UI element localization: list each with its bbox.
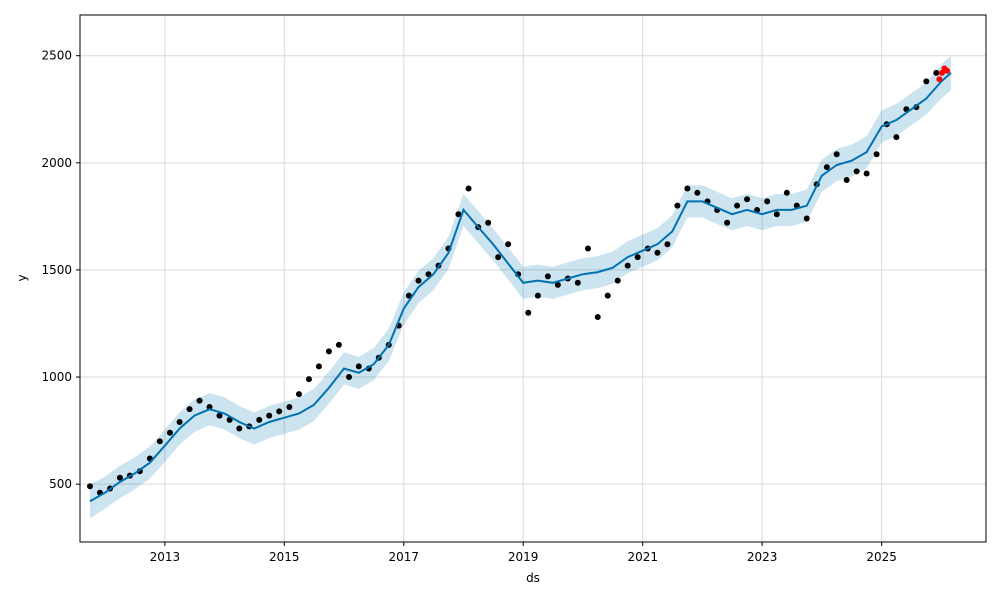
observation-point (355, 363, 362, 370)
observation-point (584, 245, 591, 252)
observation-point (863, 170, 870, 177)
observation-point (724, 219, 731, 226)
observation-point (266, 412, 273, 419)
observation-point (624, 262, 631, 269)
observation-point (455, 211, 462, 218)
observation-point (305, 376, 312, 383)
observation-point (594, 314, 601, 321)
observation-point (694, 189, 701, 196)
x-tick-label: 2015 (269, 550, 300, 564)
observation-point (166, 429, 173, 436)
x-tick-label: 2025 (866, 550, 897, 564)
observation-points (86, 69, 940, 496)
y-tick-label: 1000 (41, 370, 72, 384)
x-tick-label: 2019 (508, 550, 539, 564)
y-tick-label: 500 (49, 477, 72, 491)
observation-point (843, 176, 850, 183)
observation-point (256, 416, 263, 423)
observation-point (923, 78, 930, 85)
observation-point (604, 292, 611, 299)
observation-point (116, 474, 123, 481)
observation-point (764, 198, 771, 205)
observation-point (236, 425, 243, 432)
observation-point (873, 151, 880, 158)
observation-point (295, 391, 302, 398)
x-tick-label: 2021 (627, 550, 658, 564)
highlight-point (936, 76, 943, 83)
observation-point (634, 254, 641, 261)
observation-point (425, 271, 432, 278)
observation-point (176, 419, 183, 426)
observation-point (664, 241, 671, 248)
observation-point (773, 211, 780, 218)
observation-point (405, 292, 412, 299)
observation-point (156, 438, 163, 445)
y-axis: 500 1000 1500 2000 2500 (41, 49, 80, 491)
observation-point (465, 185, 472, 192)
observation-point (803, 215, 810, 222)
observation-point (186, 406, 193, 413)
uncertainty-band (90, 55, 951, 519)
y-tick-label: 1500 (41, 263, 72, 277)
observation-point (554, 281, 561, 288)
x-axis-label: ds (526, 571, 540, 585)
y-tick-label: 2000 (41, 156, 72, 170)
x-tick-label: 2013 (150, 550, 181, 564)
observation-point (744, 196, 751, 203)
observation-point (684, 185, 691, 192)
observation-point (86, 483, 93, 490)
observation-point (674, 202, 681, 209)
grid-lines (80, 15, 986, 542)
observation-point (544, 273, 551, 280)
observation-point (325, 348, 332, 355)
x-tick-label: 2017 (389, 550, 420, 564)
x-axis: 2013 2015 2017 2019 2021 2023 2025 (150, 542, 897, 564)
forecast-line (89, 72, 952, 503)
observation-point (734, 202, 741, 209)
observation-point (654, 249, 661, 256)
observation-point (495, 254, 502, 261)
observation-point (286, 404, 293, 411)
observation-point (216, 412, 223, 419)
observation-point (196, 397, 203, 404)
observation-point (315, 363, 322, 370)
observation-point (614, 277, 621, 284)
observation-point (525, 309, 532, 316)
observation-point (415, 277, 422, 284)
observation-point (893, 134, 900, 141)
x-tick-label: 2023 (747, 550, 778, 564)
observation-point (276, 408, 283, 415)
observation-point (346, 374, 353, 381)
highlight-points (936, 65, 951, 83)
observation-point (574, 279, 581, 286)
observation-point (833, 151, 840, 158)
observation-point (933, 69, 940, 76)
plot-frame (79, 14, 987, 543)
observation-point (485, 219, 492, 226)
observation-point (206, 404, 213, 411)
observation-point (505, 241, 512, 248)
observation-point (783, 189, 790, 196)
highlight-point (944, 67, 951, 74)
y-tick-label: 2500 (41, 49, 72, 63)
observation-point (853, 168, 860, 175)
observation-point (823, 164, 830, 171)
observation-point (335, 341, 342, 348)
y-axis-label: y (15, 274, 29, 281)
observation-point (534, 292, 541, 299)
